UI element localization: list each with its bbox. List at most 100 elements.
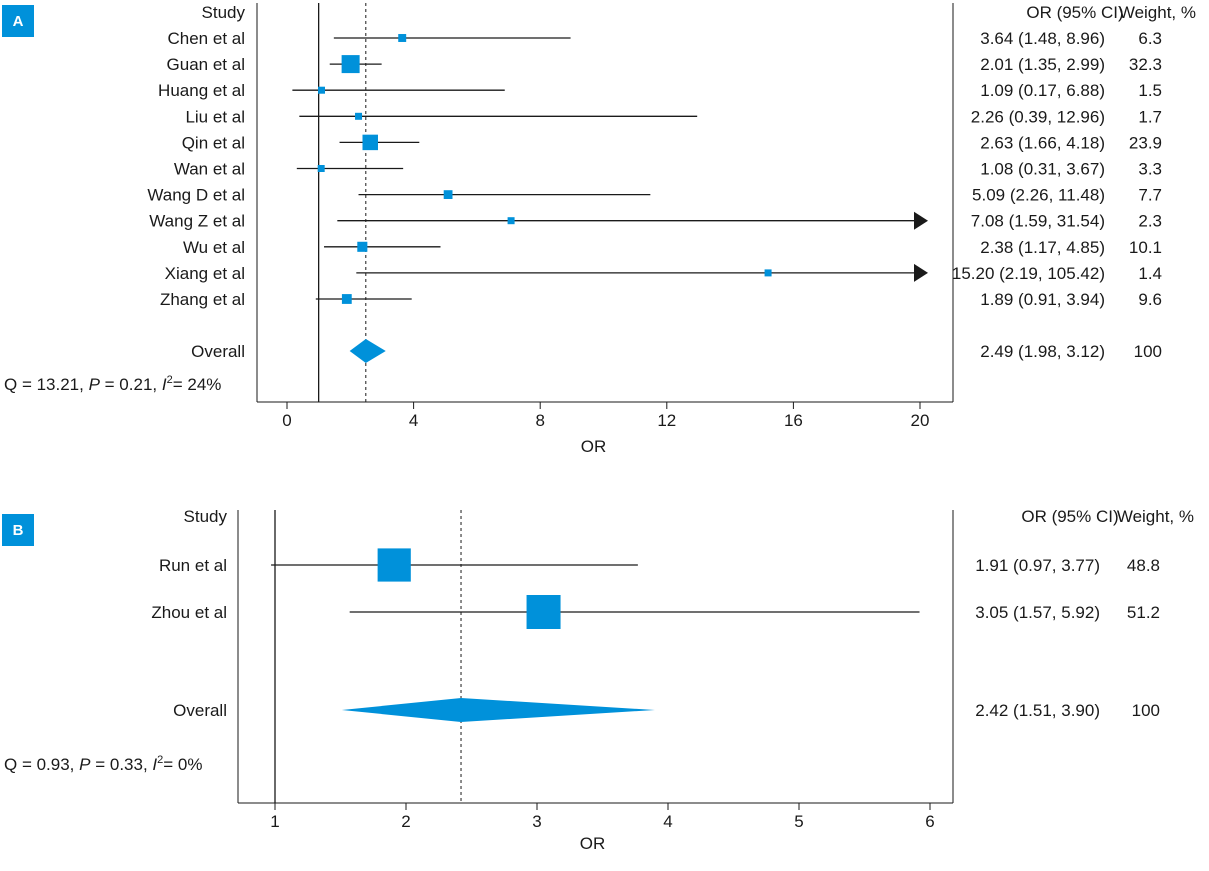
ci-value: 2.01 (1.35, 2.99) (980, 55, 1105, 74)
x-axis-label: OR (581, 437, 607, 456)
ci-value: 5.09 (2.26, 11.48) (972, 186, 1105, 205)
het-i-superscript: 2 (157, 754, 163, 766)
weight-value: 7.7 (1138, 186, 1162, 205)
overall-weight-value: 100 (1134, 342, 1162, 361)
study-name: Huang et al (158, 81, 245, 100)
weight-column-header: Weight, % (1117, 507, 1194, 526)
x-tick-label: 4 (663, 812, 672, 831)
study-name: Run et al (159, 556, 227, 575)
study-column-header: Study (202, 3, 246, 22)
study-name: Wang Z et al (149, 212, 245, 231)
ci-value: 3.64 (1.48, 8.96) (980, 29, 1105, 48)
overall-diamond (341, 698, 655, 722)
x-tick-label: 1 (270, 812, 279, 831)
weight-value: 51.2 (1127, 603, 1160, 622)
het-i: = 0% (163, 755, 202, 774)
x-axis-label: OR (580, 834, 606, 853)
x-tick-label: 4 (409, 411, 418, 430)
study-name: Qin et al (182, 133, 245, 152)
x-tick-label: 6 (925, 812, 934, 831)
overall-weight-value: 100 (1132, 701, 1160, 720)
het-p: = 0.21, (100, 375, 162, 394)
het-i-superscript: 2 (167, 374, 173, 386)
study-name: Chen et al (168, 29, 246, 48)
point-estimate-square (317, 86, 325, 94)
het-i-symbol: I (162, 375, 167, 394)
weight-value: 9.6 (1138, 290, 1162, 309)
ci-value: 1.09 (0.17, 6.88) (980, 81, 1105, 100)
point-estimate-square (357, 241, 368, 252)
overall-ci-value: 2.49 (1.98, 3.12) (980, 342, 1105, 361)
study-column-header: Study (184, 507, 228, 526)
point-estimate-square (341, 55, 360, 74)
ci-value: 2.38 (1.17, 4.85) (980, 238, 1105, 257)
het-q: Q = 13.21, (4, 375, 89, 394)
weight-value: 2.3 (1138, 212, 1162, 231)
x-tick-label: 5 (794, 812, 803, 831)
overall-label: Overall (191, 342, 245, 361)
forest-panel-a: A 0 4 8 12 16 20 OR Study OR (95% CI)Weight, % Che… (2, 3, 1196, 456)
het-p: = 0.33, (90, 755, 152, 774)
ci-arrow-icon (914, 263, 928, 282)
het-p-symbol: P (89, 375, 101, 394)
overall-label: Overall (173, 701, 227, 720)
panel-label-badge (2, 5, 34, 37)
overall-ci-value: 2.42 (1.51, 3.90) (975, 701, 1100, 720)
ci-value: 1.89 (0.91, 3.94) (980, 290, 1105, 309)
x-tick-label: 0 (282, 411, 291, 430)
weight-value: 3.3 (1138, 160, 1162, 179)
x-tick-label: 8 (535, 411, 544, 430)
heterogeneity-stats: Q = 13.21, P = 0.21, I2= 24% (4, 374, 221, 394)
overall-diamond (349, 339, 386, 363)
ci-column-header: OR (95% CI) (1026, 3, 1123, 22)
panel-label: B (13, 522, 24, 539)
point-estimate-square (355, 112, 363, 120)
study-name: Guan et al (167, 55, 245, 74)
weight-value: 1.4 (1138, 264, 1162, 283)
x-tick-label: 16 (784, 411, 803, 430)
point-estimate-square (362, 134, 378, 151)
weight-value: 1.5 (1138, 81, 1162, 100)
point-estimate-square (377, 548, 411, 582)
het-i-symbol: I (152, 755, 157, 774)
study-name: Liu et al (185, 107, 245, 126)
study-name: Wu et al (183, 238, 245, 257)
x-tick-label: 3 (532, 812, 541, 831)
point-estimate-square (443, 190, 453, 199)
ci-value: 2.26 (0.39, 12.96) (971, 107, 1105, 126)
ci-value: 1.91 (0.97, 3.77) (975, 556, 1100, 575)
point-estimate-square (507, 217, 515, 225)
point-estimate-square (398, 34, 407, 42)
ci-arrow-icon (914, 211, 928, 230)
weight-value: 10.1 (1129, 238, 1162, 257)
point-estimate-square (317, 165, 325, 172)
ci-value: 7.08 (1.59, 31.54) (971, 212, 1105, 231)
weight-value: 23.9 (1129, 133, 1162, 152)
x-tick-label: 12 (657, 411, 676, 430)
weight-column-header: Weight, % (1119, 3, 1196, 22)
x-tick-label: 20 (911, 411, 930, 430)
ci-value: 2.63 (1.66, 4.18) (980, 133, 1105, 152)
point-estimate-square (526, 595, 561, 629)
ci-column-header: OR (95% CI) (1021, 507, 1118, 526)
point-estimate-square (341, 294, 352, 304)
study-name: Zhou et al (151, 603, 227, 622)
het-q: Q = 0.93, (4, 755, 79, 774)
het-p-symbol: P (79, 755, 91, 774)
x-tick-label: 2 (401, 812, 410, 831)
point-estimate-square (764, 269, 772, 277)
weight-value: 1.7 (1138, 107, 1162, 126)
heterogeneity-stats: Q = 0.93, P = 0.33, I2= 0% (4, 754, 203, 774)
study-name: Wan et al (174, 160, 245, 179)
weight-value: 48.8 (1127, 556, 1160, 575)
weight-value: 6.3 (1138, 29, 1162, 48)
ci-value: 3.05 (1.57, 5.92) (975, 603, 1100, 622)
panel-label-badge (2, 514, 34, 546)
study-name: Xiang et al (165, 264, 245, 283)
forest-panel-b: B 1 2 3 4 5 6 OR Study OR (95% CI)Weight, % Run et… (2, 507, 1194, 853)
ci-value: 15.20 (2.19, 105.42) (952, 264, 1105, 283)
study-name: Wang D et al (147, 186, 245, 205)
study-name: Zhang et al (160, 290, 245, 309)
weight-value: 32.3 (1129, 55, 1162, 74)
